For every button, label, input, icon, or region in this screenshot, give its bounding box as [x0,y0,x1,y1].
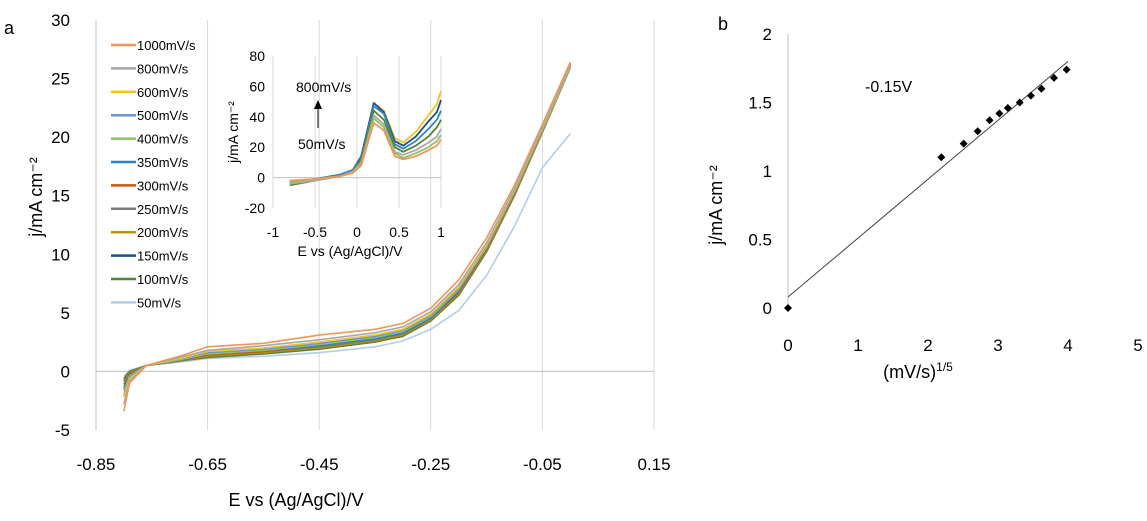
panel-b-data-point [1026,91,1035,100]
main-x-tick-label: -0.85 [77,455,116,474]
panel-b-data-point [1050,73,1058,82]
main-y-tick-label: 15 [51,187,70,206]
legend-label: 50mV/s [137,295,182,310]
panel-b-x-tick-label: 2 [923,336,932,355]
inset-series-group [289,90,442,187]
panel-b-tick-labels: 0 1 2 3 4 5 0 0.5 1 1.5 2 [748,25,1142,355]
panel-b-annotation: -0.15V [865,79,912,96]
main-legend: 1000mV/s 800mV/s 600mV/s 500mV/s 400mV/s 350m… [111,38,196,310]
main-x-tick-label: 0.15 [637,455,670,474]
legend-label: 250mV/s [137,202,189,217]
inset-y-tick-label: 20 [249,139,265,155]
panel-b-y-tick-label: 0.5 [748,231,772,250]
main-x-tick-label: -0.65 [188,455,227,474]
inset-y-tick-label: 80 [249,48,265,64]
legend-label: 400mV/s [137,132,189,147]
inset-annotation-800: 800mV/s [296,79,351,95]
panel-b-x-tick-label: 1 [853,336,862,355]
inset-x-tick-label: -0.5 [303,224,327,240]
panel-b-x-axis-label-base: (mV/s) [883,362,936,382]
legend-label: 350mV/s [137,155,189,170]
panel-b-x-tick-label: 5 [1133,336,1142,355]
panel-b-data-point [995,109,1004,118]
main-series-line [123,65,572,398]
legend-label: 300mV/s [137,178,189,193]
panel-b-x-tick-label: 0 [783,336,792,355]
main-y-tick-label: -5 [55,421,70,440]
panel-b-y-tick-label: 0 [763,299,772,318]
main-x-tick-label: -0.05 [523,455,562,474]
inset-arrow-head [314,100,322,109]
panel-b-data-point [959,139,968,148]
inset-y-tick-label: 40 [249,109,265,125]
legend-label: 600mV/s [137,85,189,100]
main-y-tick-label: 30 [51,11,70,30]
inset-y-tick-label: 60 [249,78,265,94]
inset-chart: -1 -0.5 0 0.5 1 -20 0 20 40 60 80 E vs (Ag/AgCl)/V… [225,48,445,259]
panel-b-label: b [718,14,728,34]
inset-y-axis-label: j/mA cm⁻² [225,101,241,164]
main-y-tick-label: 5 [61,304,70,323]
legend-label: 500mV/s [137,108,189,123]
legend-label: 800mV/s [137,61,189,76]
inset-series-line [289,122,442,182]
inset-series-line [289,105,442,185]
inset-grid [272,56,442,208]
panel-b-chart: 0 1 2 3 4 5 0 0.5 1 1.5 2 -0.15V (mV/s)1/5 j/mA cm… [706,25,1143,382]
panel-b-data-point [784,304,792,312]
panel-b-data-point [1003,103,1012,112]
panel-b-data-point [937,153,946,162]
main-x-tick-label: -0.45 [300,455,339,474]
panel-b-x-axis-label-exponent: 1/5 [936,360,953,374]
legend-label: 100mV/s [137,272,189,287]
panel-b-points [784,65,1071,312]
main-grid [207,20,655,430]
inset-y-tick-label: 0 [257,170,265,186]
legend-label: 150mV/s [137,249,189,264]
inset-x-tick-label: 0 [353,224,361,240]
inset-x-axis-label: E vs (Ag/AgCl)/V [297,243,403,259]
legend-label: 1000mV/s [137,38,196,53]
main-series-group [123,61,572,412]
main-y-tick-label: 0 [61,362,70,381]
panel-a-label: a [4,18,15,38]
inset-tick-labels: -1 -0.5 0 0.5 1 -20 0 20 40 60 80 [245,48,445,240]
main-y-tick-label: 20 [51,128,70,147]
main-series-line [123,67,572,383]
panel-b-fit-line [787,61,1069,298]
main-series-line [123,61,572,412]
main-x-tick-label: -0.25 [411,455,450,474]
panel-b-data-point [985,116,994,125]
panel-b-y-tick-label: 1 [763,162,772,181]
panel-b-data-point [973,127,982,136]
panel-b-trendline [787,61,1069,298]
legend-label: 200mV/s [137,225,189,240]
panel-b-x-tick-label: 4 [1063,336,1072,355]
main-series-line [123,64,572,382]
main-y-axis-label: j/mA cm⁻² [26,157,46,238]
inset-y-tick-label: -20 [245,200,265,216]
main-tick-labels: -0.85 -0.65 -0.45 -0.25 -0.05 0.15-5051015202… [51,11,670,474]
panel-b-data-point [1015,98,1024,107]
panel-b-y-axis-label: j/mA cm⁻² [706,165,726,246]
panel-b-x-tick-label: 3 [993,336,1002,355]
inset-x-tick-label: 0.5 [389,224,409,240]
main-x-axis-label: E vs (Ag/AgCl)/V [228,490,363,510]
main-axes [95,20,654,430]
panel-b-data-point [1062,65,1071,74]
panel-b-x-axis-label: (mV/s)1/5 [883,360,953,382]
panel-b-data-point [1037,84,1046,93]
inset-x-tick-label: 1 [437,224,445,240]
main-y-tick-label: 25 [51,70,70,89]
panel-b-y-tick-label: 2 [763,25,772,44]
inset-x-tick-label: -1 [267,224,280,240]
main-y-tick-label: 10 [51,245,70,264]
inset-annotation-50: 50mV/s [298,136,345,152]
main-chart: -0.85 -0.65 -0.45 -0.25 -0.05 0.15-5051015202… [26,11,671,510]
panel-b-y-tick-label: 1.5 [748,94,772,113]
